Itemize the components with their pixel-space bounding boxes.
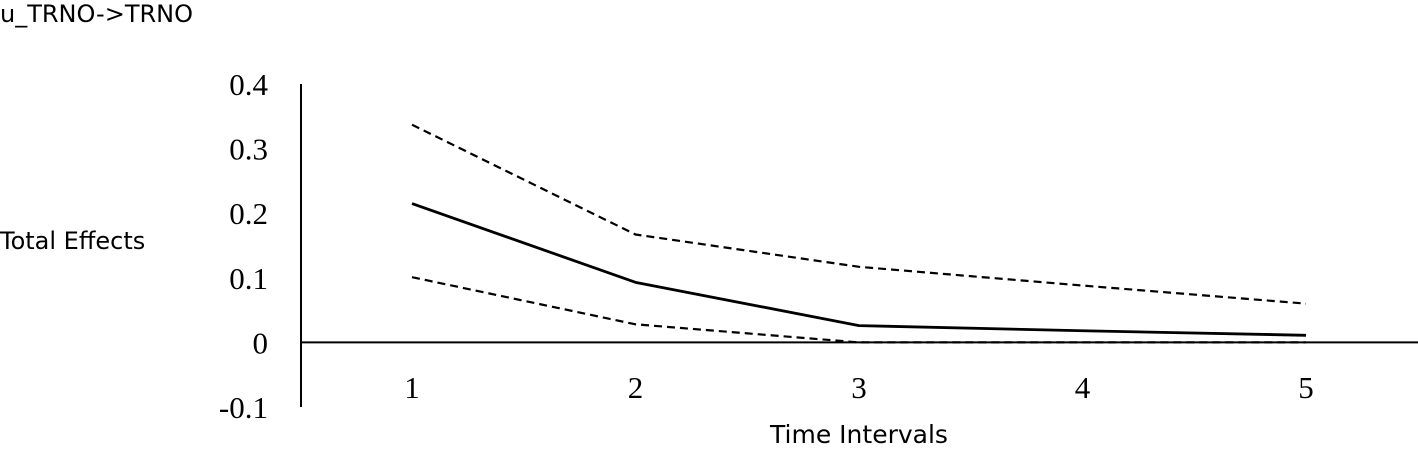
y-tick-labels: 0.4 0.3 0.2 0.1 0 -0.1	[219, 67, 269, 425]
x-tick-label: 2	[628, 370, 644, 405]
y-tick-label: 0.2	[229, 196, 268, 231]
x-axis-label: Time Intervals	[769, 420, 948, 445]
confidence-bound-line	[411, 123, 1307, 305]
x-tick-label: 4	[1075, 370, 1091, 405]
y-axis-label: Total Effects	[0, 227, 145, 255]
chart-title: u_TRNO->TRNO	[0, 0, 193, 28]
x-tick-label: 3	[851, 370, 867, 405]
y-tick-label: 0.4	[229, 67, 268, 102]
y-tick-label: 0.3	[229, 132, 268, 167]
y-tick-label: 0.1	[229, 261, 268, 296]
y-tick-label: -0.1	[219, 390, 268, 425]
y-tick-label: 0	[253, 325, 269, 360]
series-group	[411, 123, 1307, 344]
total-effect-line	[411, 202, 1307, 337]
x-tick-labels: 1 2 3 4 5	[404, 370, 1314, 405]
x-tick-label: 1	[404, 370, 420, 405]
x-tick-label: 5	[1298, 370, 1314, 405]
